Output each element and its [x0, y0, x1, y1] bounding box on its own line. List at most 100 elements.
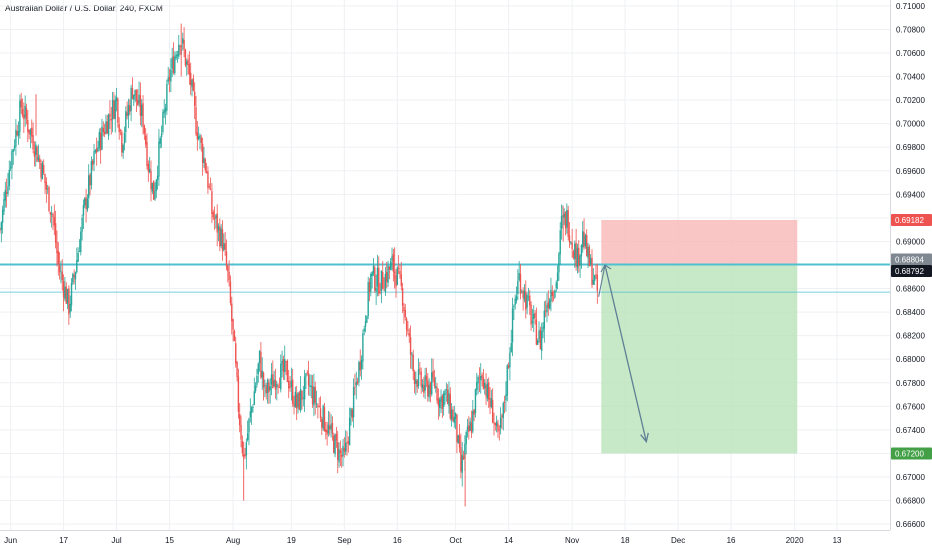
candle-body [407, 329, 409, 332]
candle-body [526, 294, 528, 308]
candle-body [121, 131, 123, 153]
candle-body [52, 213, 54, 218]
candle-body [544, 310, 547, 312]
candle-body [133, 94, 135, 100]
candle-body [187, 59, 189, 66]
candle-body [48, 186, 50, 212]
y-tick-label: 0.70800 [896, 25, 925, 34]
candle-body [319, 408, 322, 419]
candle-body [225, 251, 228, 267]
candle-body [298, 392, 301, 410]
candle-body [588, 246, 591, 266]
candle-body [501, 415, 503, 418]
candle-body [355, 382, 357, 386]
candle-body [27, 119, 29, 132]
candle-body [237, 376, 240, 412]
candle-body [119, 130, 122, 131]
candle-body [327, 424, 330, 434]
candle-body [43, 165, 45, 174]
candle-body [8, 169, 10, 187]
candle-body [32, 135, 34, 150]
candle-body [105, 121, 107, 134]
candle-body [498, 429, 501, 431]
candle-body [281, 360, 283, 365]
candle-body [396, 267, 399, 285]
candle-body [542, 326, 544, 333]
candle-body [40, 162, 42, 178]
candle-body [248, 418, 250, 433]
candle-body [589, 258, 592, 265]
candle-body [84, 198, 86, 206]
candle-body [388, 266, 391, 270]
candle-body [478, 377, 481, 379]
candle-body [370, 274, 372, 292]
candle-body [305, 373, 307, 377]
candle-body [72, 273, 74, 283]
candle-body [61, 271, 63, 281]
candle-body [395, 275, 397, 287]
candle-body [379, 292, 381, 293]
candle-body [419, 368, 421, 370]
candle-body [411, 354, 413, 356]
candle-body [580, 245, 583, 257]
y-tick-label: 0.67800 [896, 379, 925, 388]
x-tick-label: 16 [727, 536, 736, 545]
candle-body [489, 398, 491, 408]
candle-body [578, 247, 580, 267]
candle-body [387, 265, 389, 283]
candle-body [519, 273, 522, 295]
candle-body [211, 191, 213, 215]
candle-body [291, 379, 294, 404]
candle-body [45, 181, 48, 190]
candle-body [421, 384, 424, 389]
candle-body [49, 212, 52, 215]
candle-body [427, 380, 429, 397]
y-tick-label: 0.69800 [896, 143, 925, 152]
candle-body [227, 266, 229, 272]
candle-body [314, 386, 316, 403]
y-tick-label: 0.70200 [896, 96, 925, 105]
y-tick-label: 0.67000 [896, 473, 925, 482]
candle-body [593, 275, 596, 281]
candle-body [192, 78, 195, 91]
candle-body [540, 331, 543, 351]
candle-body [151, 182, 154, 192]
candle-body [517, 280, 519, 294]
candle-body [37, 156, 40, 161]
x-tick-label: 13 [833, 536, 842, 545]
candle-body [446, 389, 449, 404]
candle-body [506, 365, 508, 396]
candle-body [376, 267, 379, 287]
candle-body [340, 454, 343, 457]
candle-body [568, 235, 571, 243]
candle-body [24, 105, 26, 118]
candle-body [134, 89, 136, 96]
candle-body [285, 361, 287, 363]
x-tick-label: Oct [449, 536, 462, 545]
candle-body [213, 217, 216, 220]
candle-body [146, 142, 148, 166]
x-tick-label: Jun [4, 536, 17, 545]
candle-body [534, 312, 536, 318]
candle-body [318, 405, 320, 407]
candle-body [245, 442, 248, 456]
candle-body [364, 321, 367, 327]
candle-body [200, 137, 203, 143]
candle-body [68, 288, 70, 315]
candle-body [11, 151, 13, 169]
candle-body [334, 434, 336, 455]
y-tick-label: 0.67600 [896, 402, 925, 411]
candle-body [567, 210, 569, 237]
candle-body [249, 411, 252, 418]
candle-body [110, 118, 112, 121]
candle-body [547, 302, 550, 308]
candle-body [131, 87, 134, 99]
candle-body [29, 129, 32, 135]
candle-body [286, 360, 289, 382]
y-tick-label: 0.70000 [896, 120, 925, 129]
candle-body [162, 112, 164, 132]
candle-body [335, 433, 338, 441]
candle-body [39, 158, 41, 163]
candle-body [480, 375, 482, 381]
